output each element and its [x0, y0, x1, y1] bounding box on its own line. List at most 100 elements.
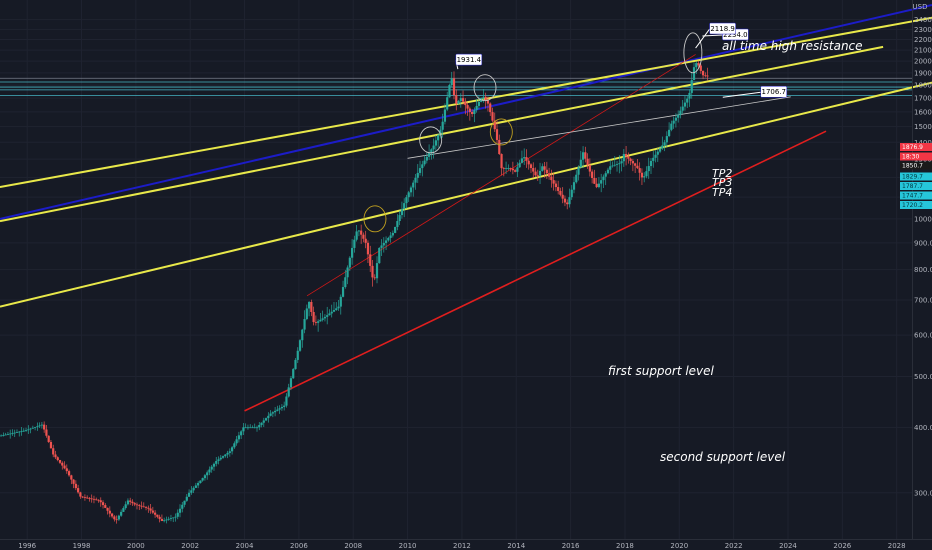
candle-body — [441, 121, 444, 130]
y-tick-label: 1400.0 — [914, 139, 932, 147]
price-tag-label: 1850.7 — [902, 163, 923, 170]
candle-body — [611, 165, 614, 167]
candle-body — [49, 441, 53, 449]
callout-label: 1931.4 — [457, 56, 482, 64]
x-tick-label: 1996 — [18, 542, 36, 550]
candle-body — [674, 117, 678, 121]
candle-body — [13, 432, 16, 434]
candle-body — [67, 471, 71, 476]
candle-body — [192, 487, 195, 491]
candle-body — [106, 507, 109, 511]
annotation-first-support: first support level — [608, 364, 715, 378]
candle-body — [174, 516, 177, 518]
candle-body — [74, 483, 77, 489]
candle-body — [606, 169, 610, 174]
candle-body — [185, 496, 188, 501]
candle-body — [317, 321, 320, 323]
trendline-6[interactable] — [407, 96, 791, 159]
candle-body — [473, 109, 476, 114]
candle-body — [97, 499, 100, 501]
price-tag-label: 1829.7 — [902, 174, 923, 181]
candle-body — [663, 142, 666, 146]
candle-body — [398, 215, 401, 222]
callout-box — [455, 53, 483, 66]
highlight-circle[interactable] — [473, 74, 497, 102]
candle-body — [600, 180, 603, 184]
candle-body — [115, 519, 118, 521]
candle-body — [543, 166, 546, 170]
candle-body — [348, 257, 351, 268]
candle-body — [144, 507, 148, 508]
candle-body — [690, 80, 693, 93]
candle-body — [83, 497, 87, 498]
price-callout[interactable]: 2118.9 — [695, 22, 736, 49]
candle-body — [169, 518, 173, 519]
candle-body — [366, 242, 370, 255]
candle-body — [122, 508, 125, 512]
candle-body — [108, 510, 111, 514]
candle-body — [423, 160, 426, 165]
x-tick-label: 2002 — [181, 542, 199, 550]
candle-body — [382, 242, 385, 246]
candle-body — [251, 427, 254, 429]
candle-body — [178, 508, 182, 513]
candle-body — [95, 499, 98, 501]
candle-body — [631, 161, 634, 164]
candle-body — [421, 164, 424, 169]
candle-body — [400, 209, 404, 216]
highlight-circle[interactable] — [419, 126, 443, 154]
candle-body — [384, 240, 388, 243]
candle-body — [686, 98, 689, 103]
candle-body — [403, 203, 406, 210]
price-tag-label: 1787.7 — [902, 183, 923, 190]
candle-body — [65, 468, 68, 472]
trendline-2[interactable] — [0, 45, 884, 223]
candle-body — [36, 426, 39, 428]
candle-body — [430, 149, 433, 154]
candle-body — [176, 512, 179, 517]
x-tick-label: 2004 — [236, 542, 254, 550]
candle-body — [504, 168, 508, 169]
candle-body — [511, 168, 514, 171]
highlight-circle[interactable] — [489, 118, 513, 146]
trendline-4[interactable] — [244, 130, 827, 412]
candle-body — [219, 457, 222, 460]
candle-body — [110, 513, 114, 517]
highlight-circle[interactable] — [683, 32, 703, 74]
candle-body — [312, 311, 315, 322]
candle-body — [56, 457, 59, 461]
candle-body — [588, 165, 591, 172]
candle-body — [484, 96, 487, 101]
trendline-3[interactable] — [0, 81, 932, 308]
candle-body — [704, 75, 707, 77]
y-tick-label: 2300.0 — [914, 26, 932, 34]
trendlines-layer — [0, 4, 932, 412]
y-tick-label: 2100.0 — [914, 47, 932, 55]
candle-body — [362, 234, 365, 239]
highlight-circle[interactable] — [363, 205, 387, 233]
annotation-ath-resistance: all time high resistance — [722, 39, 863, 53]
trendline-0[interactable] — [0, 4, 932, 220]
candle-body — [477, 101, 481, 106]
candle-body — [520, 158, 524, 163]
candle-body — [258, 425, 261, 428]
price-callout[interactable]: 1931.4 — [455, 53, 483, 70]
price-callout[interactable]: 1706.7 — [722, 85, 788, 98]
candle-body — [416, 172, 419, 178]
candle-body — [72, 479, 75, 484]
candle-body — [126, 500, 130, 505]
candle-body — [280, 406, 284, 409]
x-tick-label: 2024 — [779, 542, 797, 550]
candle-body — [609, 166, 612, 170]
candle-body — [668, 129, 671, 137]
candle-body — [618, 163, 621, 165]
candle-body — [160, 518, 163, 521]
candle-body — [448, 85, 451, 98]
candle-body — [468, 108, 471, 113]
candle-body — [199, 480, 202, 483]
candle-body — [197, 482, 200, 486]
candle-body — [341, 287, 345, 297]
